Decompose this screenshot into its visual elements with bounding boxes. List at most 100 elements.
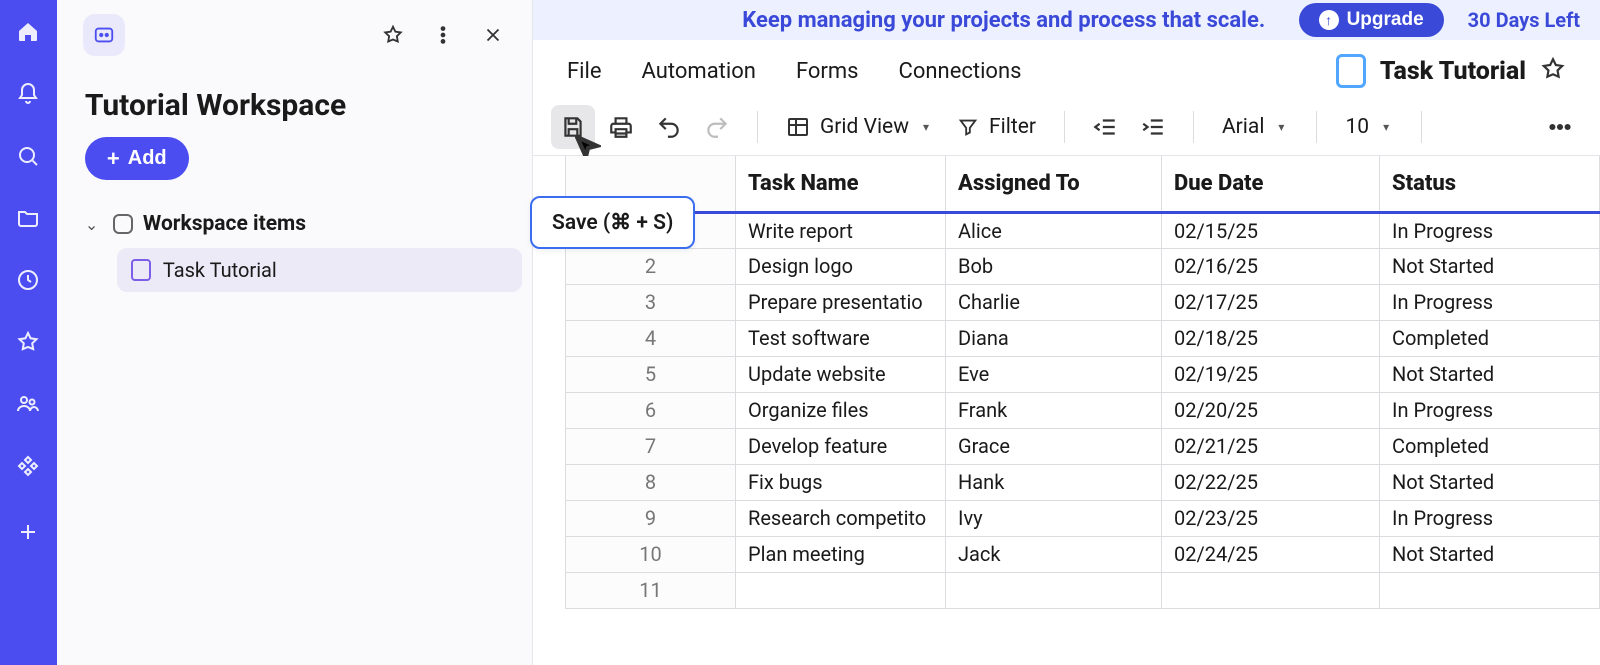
cell-task[interactable]	[736, 572, 946, 608]
cell-assigned[interactable]: Frank	[946, 392, 1162, 428]
menu-connections[interactable]: Connections	[899, 59, 1022, 84]
cell-due[interactable]: 02/22/25	[1162, 464, 1380, 500]
cell-task[interactable]: Plan meeting	[736, 536, 946, 572]
tree-item-task-tutorial[interactable]: Task Tutorial	[117, 248, 522, 292]
users-icon[interactable]	[14, 390, 42, 418]
cell-assigned[interactable]: Jack	[946, 536, 1162, 572]
component-icon[interactable]	[14, 452, 42, 480]
cell-due[interactable]: 02/20/25	[1162, 392, 1380, 428]
cell-due[interactable]: 02/24/25	[1162, 536, 1380, 572]
cell-rownum[interactable]: 6	[566, 392, 736, 428]
cell-assigned[interactable]: Ivy	[946, 500, 1162, 536]
cell-rownum[interactable]: 10	[566, 536, 736, 572]
more-vert-icon[interactable]	[430, 22, 456, 48]
menu-automation[interactable]: Automation	[642, 59, 756, 84]
cell-status[interactable]: Completed	[1380, 428, 1600, 464]
cell-task[interactable]: Prepare presentatio	[736, 284, 946, 320]
close-icon[interactable]	[480, 22, 506, 48]
table-row[interactable]: 1Write reportAlice02/15/25In Progress	[566, 212, 1600, 248]
undo-button[interactable]	[647, 105, 691, 149]
table-row[interactable]: 9Research competitoIvy02/23/25In Progres…	[566, 500, 1600, 536]
filter-button[interactable]: Filter	[947, 105, 1046, 149]
cell-due[interactable]: 02/17/25	[1162, 284, 1380, 320]
cell-due[interactable]: 02/15/25	[1162, 212, 1380, 248]
cell-assigned[interactable]: Hank	[946, 464, 1162, 500]
cell-assigned[interactable]: Grace	[946, 428, 1162, 464]
tree-group[interactable]: ⌄ Workspace items	[75, 204, 522, 244]
cell-status[interactable]: Not Started	[1380, 464, 1600, 500]
redo-button[interactable]	[695, 105, 739, 149]
cell-task[interactable]: Organize files	[736, 392, 946, 428]
cell-task[interactable]: Test software	[736, 320, 946, 356]
table-row[interactable]: 4Test softwareDiana02/18/25Completed	[566, 320, 1600, 356]
col-header-status[interactable]: Status	[1380, 156, 1600, 212]
cell-rownum[interactable]: 8	[566, 464, 736, 500]
cell-status[interactable]: In Progress	[1380, 212, 1600, 248]
add-icon[interactable]	[14, 518, 42, 546]
cell-task[interactable]: Design logo	[736, 248, 946, 284]
cell-status[interactable]: In Progress	[1380, 284, 1600, 320]
table-row[interactable]: 2Design logoBob02/16/25Not Started	[566, 248, 1600, 284]
cell-assigned[interactable]: Alice	[946, 212, 1162, 248]
cell-rownum[interactable]: 7	[566, 428, 736, 464]
table-row[interactable]: 8Fix bugsHank02/22/25Not Started	[566, 464, 1600, 500]
cell-due[interactable]	[1162, 572, 1380, 608]
col-header-task-name[interactable]: Task Name	[736, 156, 946, 212]
save-button[interactable]	[551, 105, 595, 149]
cell-due[interactable]: 02/21/25	[1162, 428, 1380, 464]
cell-rownum[interactable]: 5	[566, 356, 736, 392]
add-button[interactable]: + Add	[85, 137, 189, 180]
cell-task[interactable]: Fix bugs	[736, 464, 946, 500]
outdent-button[interactable]	[1083, 105, 1127, 149]
cell-due[interactable]: 02/16/25	[1162, 248, 1380, 284]
star-icon[interactable]	[14, 328, 42, 356]
cell-assigned[interactable]: Charlie	[946, 284, 1162, 320]
cell-status[interactable]: Completed	[1380, 320, 1600, 356]
cell-status[interactable]: Not Started	[1380, 248, 1600, 284]
cell-assigned[interactable]: Eve	[946, 356, 1162, 392]
table-row[interactable]: 11	[566, 572, 1600, 608]
view-selector[interactable]: Grid View ▾	[776, 105, 943, 149]
cell-assigned[interactable]	[946, 572, 1162, 608]
table-row[interactable]: 10Plan meetingJack02/24/25Not Started	[566, 536, 1600, 572]
clock-icon[interactable]	[14, 266, 42, 294]
cell-due[interactable]: 02/18/25	[1162, 320, 1380, 356]
cell-assigned[interactable]: Diana	[946, 320, 1162, 356]
table-row[interactable]: 5Update websiteEve02/19/25Not Started	[566, 356, 1600, 392]
font-family-selector[interactable]: Arial ▾	[1212, 105, 1298, 149]
col-header-assigned-to[interactable]: Assigned To	[946, 156, 1162, 212]
cell-status[interactable]: Not Started	[1380, 356, 1600, 392]
menu-file[interactable]: File	[567, 59, 602, 84]
cell-rownum[interactable]: 4	[566, 320, 736, 356]
cell-task[interactable]: Update website	[736, 356, 946, 392]
font-size-selector[interactable]: 10 ▾	[1335, 105, 1403, 149]
indent-button[interactable]	[1131, 105, 1175, 149]
cell-status[interactable]: In Progress	[1380, 500, 1600, 536]
home-icon[interactable]	[14, 18, 42, 46]
favorite-doc-icon[interactable]	[1540, 56, 1566, 86]
task-table[interactable]: Task Name Assigned To Due Date Status 1W…	[565, 156, 1600, 609]
col-header-due-date[interactable]: Due Date	[1162, 156, 1380, 212]
cell-task[interactable]: Develop feature	[736, 428, 946, 464]
print-button[interactable]	[599, 105, 643, 149]
bell-icon[interactable]	[14, 80, 42, 108]
cell-status[interactable]: In Progress	[1380, 392, 1600, 428]
table-row[interactable]: 6Organize filesFrank02/20/25In Progress	[566, 392, 1600, 428]
upgrade-button[interactable]: ↑ Upgrade	[1299, 3, 1444, 37]
cell-task[interactable]: Research competito	[736, 500, 946, 536]
favorite-star-icon[interactable]	[380, 22, 406, 48]
cell-rownum[interactable]: 3	[566, 284, 736, 320]
cell-status[interactable]: Not Started	[1380, 536, 1600, 572]
cell-rownum[interactable]: 9	[566, 500, 736, 536]
table-row[interactable]: 7Develop featureGrace02/21/25Completed	[566, 428, 1600, 464]
table-row[interactable]: 3Prepare presentatioCharlie02/17/25In Pr…	[566, 284, 1600, 320]
menu-forms[interactable]: Forms	[796, 59, 859, 84]
cell-rownum[interactable]: 2	[566, 248, 736, 284]
cell-status[interactable]	[1380, 572, 1600, 608]
folder-icon[interactable]	[14, 204, 42, 232]
cell-assigned[interactable]: Bob	[946, 248, 1162, 284]
search-icon[interactable]	[14, 142, 42, 170]
cell-due[interactable]: 02/19/25	[1162, 356, 1380, 392]
more-horiz-icon[interactable]	[1538, 105, 1582, 149]
workspace-logo[interactable]	[83, 14, 125, 56]
